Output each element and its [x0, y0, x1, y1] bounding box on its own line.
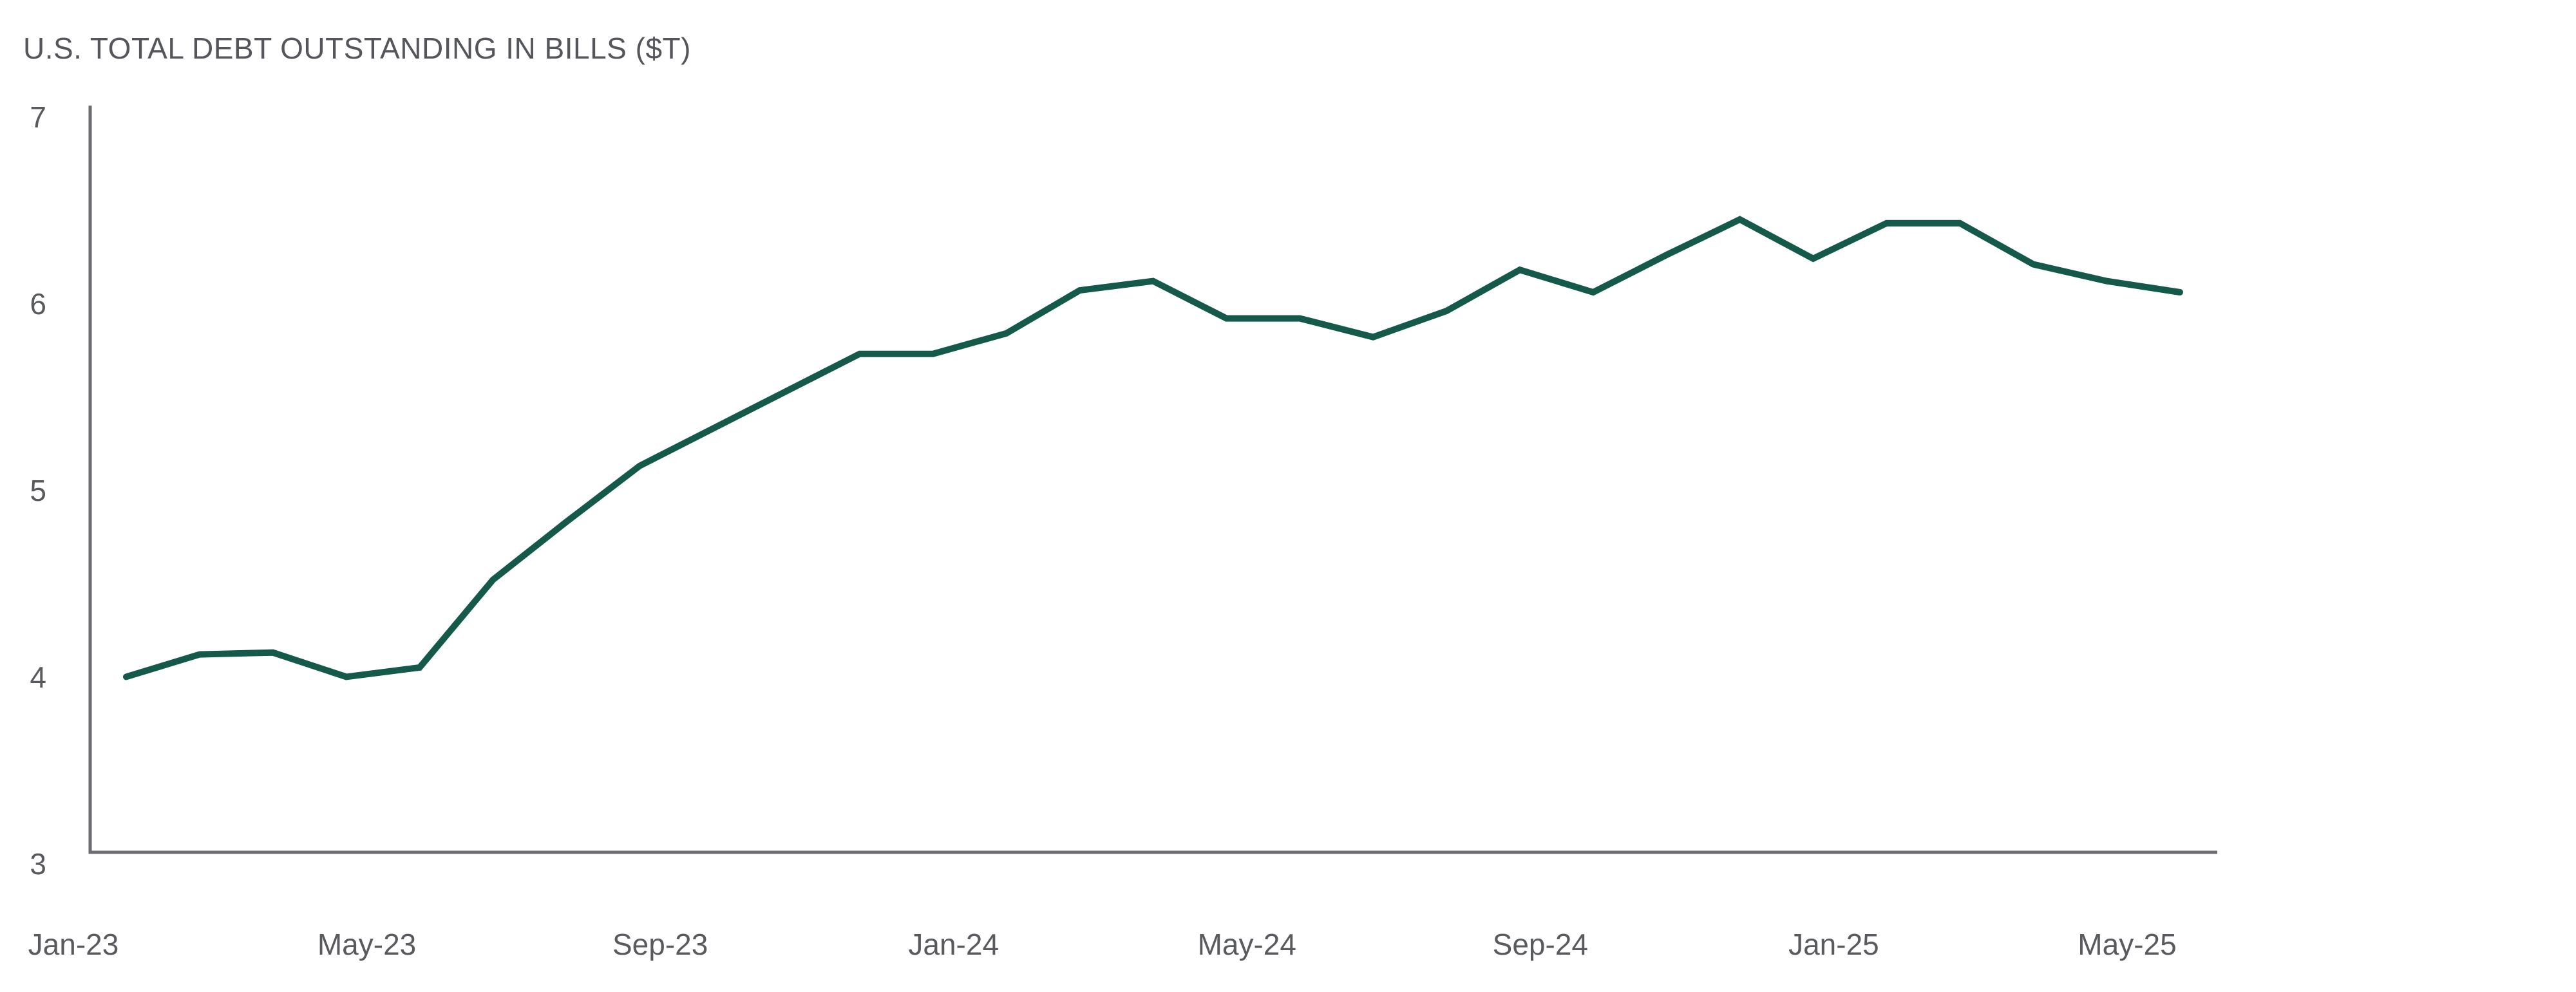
debt-line-series — [123, 216, 2183, 680]
x-axis-tick-label: May-24 — [1197, 928, 1296, 961]
y-axis-tick-label: 3 — [30, 847, 46, 881]
chart-title: U.S. TOTAL DEBT OUTSTANDING IN BILLS ($T… — [23, 32, 691, 65]
x-axis-tick-label: Sep-24 — [1492, 928, 1589, 961]
x-axis-tick-label: May-23 — [317, 928, 417, 961]
x-axis-tick-label: Sep-23 — [612, 928, 708, 961]
x-axis-tick-label: Jan-24 — [908, 928, 999, 961]
x-axis-tick-label: Jan-25 — [1788, 928, 1879, 961]
y-axis-tick-label: 6 — [30, 287, 46, 321]
y-axis-tick-label: 7 — [30, 100, 46, 134]
y-axis-tick-label: 4 — [30, 660, 46, 694]
x-axis-tick-label: Jan-23 — [28, 928, 119, 961]
x-axis-tick-label: May-25 — [2078, 928, 2177, 961]
y-axis-tick-label: 5 — [30, 474, 46, 507]
